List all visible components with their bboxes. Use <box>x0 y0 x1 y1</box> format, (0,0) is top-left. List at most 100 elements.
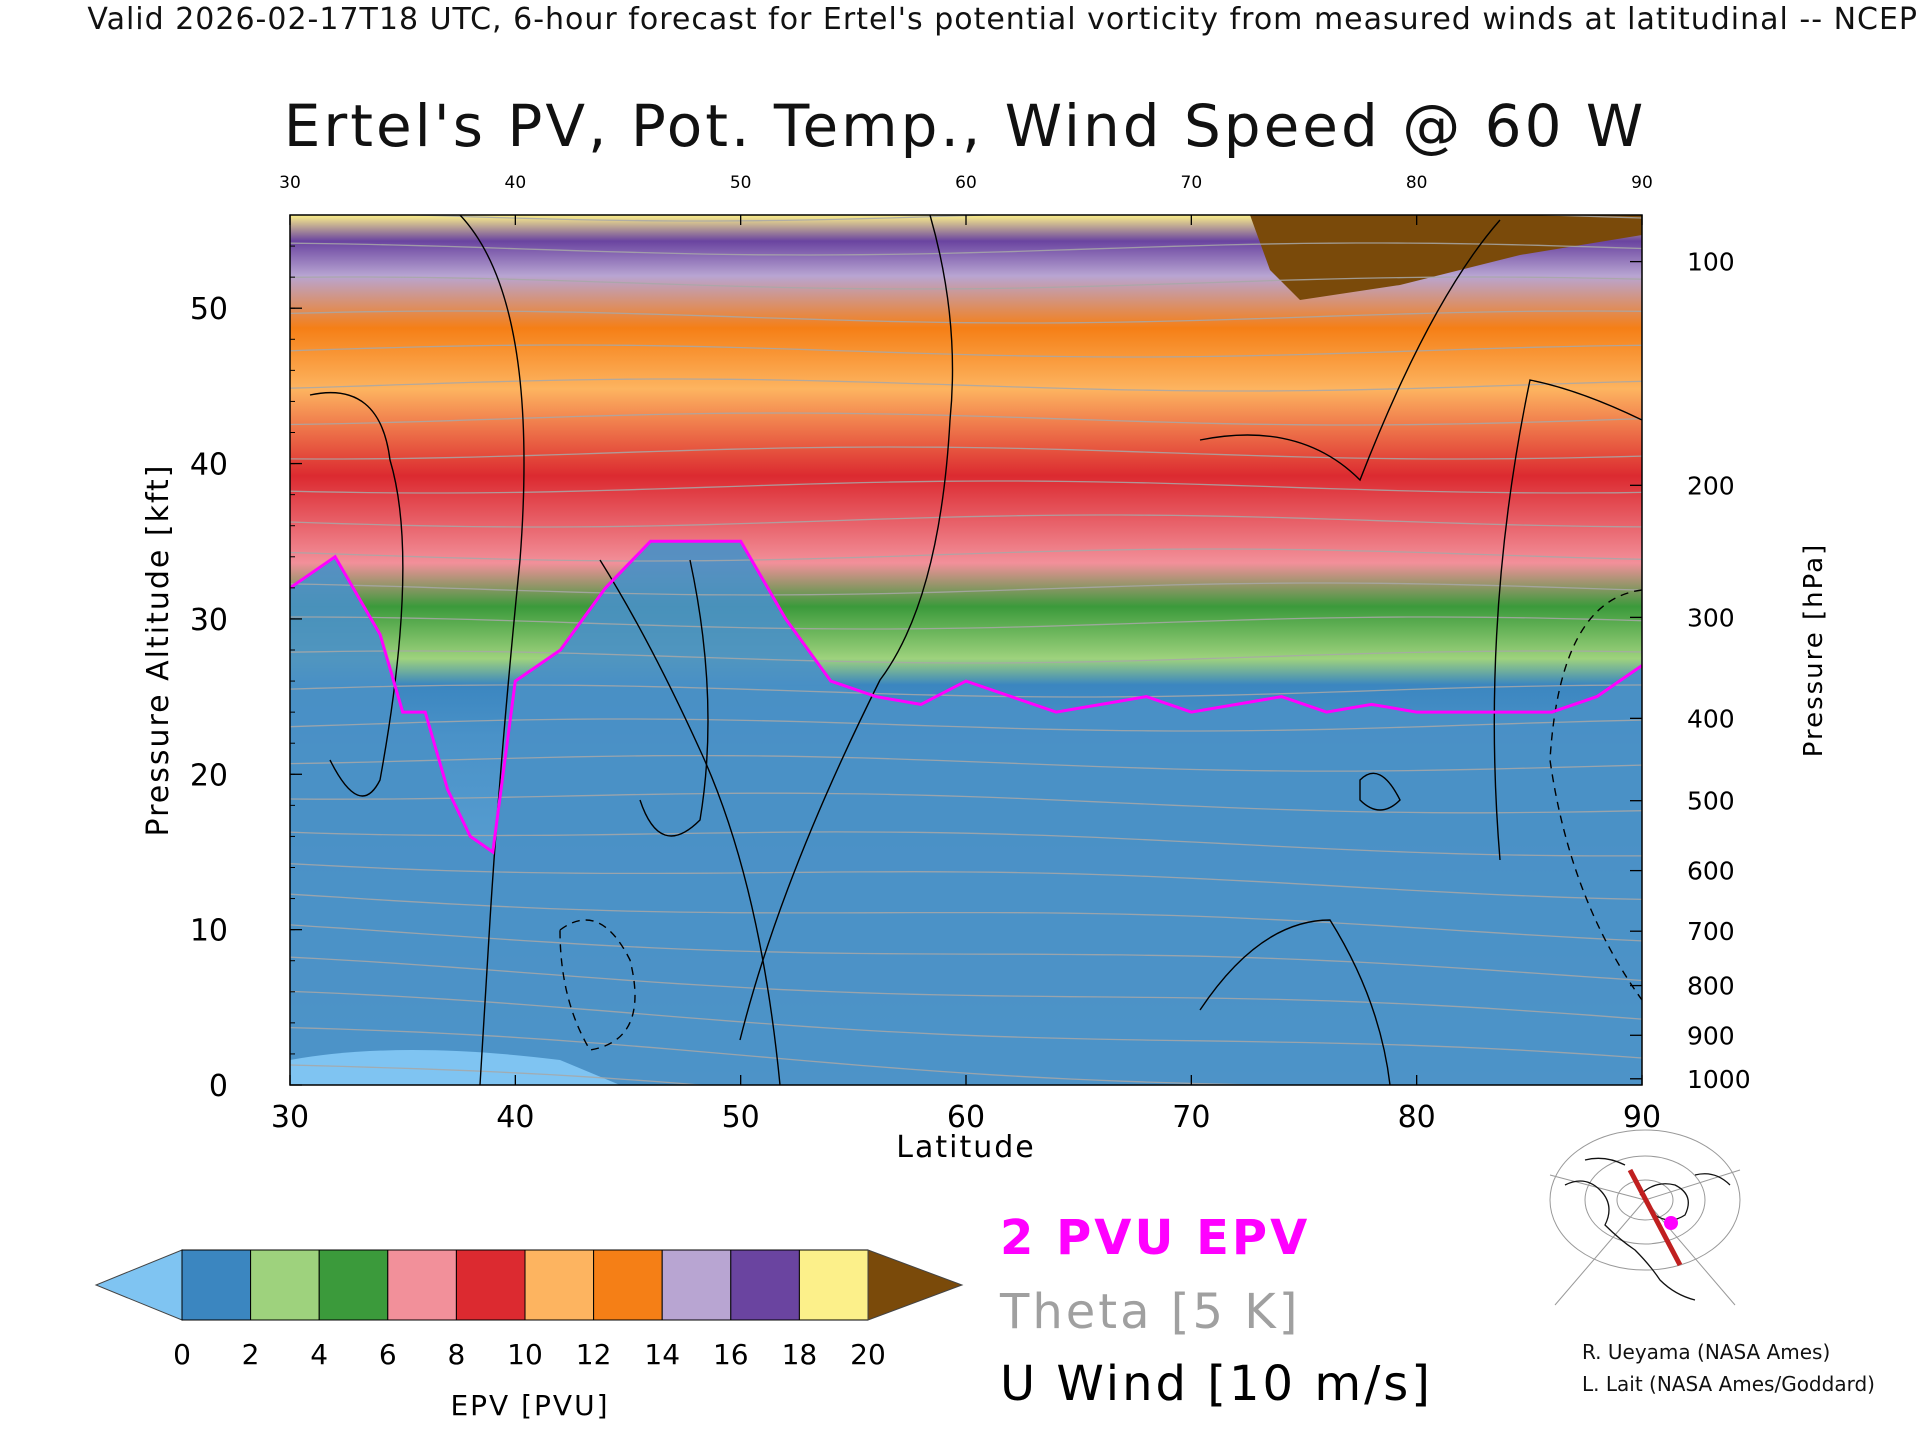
tropopause-2pvu-line <box>290 539 1642 855</box>
colorbar-segment <box>661 1249 732 1321</box>
theta-contour <box>290 1026 1285 1085</box>
x-tick-label-top: 50 <box>730 173 752 193</box>
colorbar-tick-label: 14 <box>644 1338 680 1371</box>
coastline-outline <box>1564 1157 1731 1301</box>
colorbar-tick-label: 12 <box>576 1338 612 1371</box>
theta-contour <box>290 1064 708 1085</box>
x-tick-label-top: 90 <box>1631 173 1653 193</box>
x-tick-label: 80 <box>1398 1100 1436 1135</box>
theta-contour <box>290 792 1642 814</box>
colorbar-tick-label: 2 <box>242 1338 260 1371</box>
theta-contour <box>290 412 1642 426</box>
u-wind-contour <box>739 215 954 1041</box>
colorbar-tick-label: 20 <box>850 1338 886 1371</box>
colorbar-tick-label: 6 <box>379 1338 397 1371</box>
colorbar-tick-label: 0 <box>173 1338 191 1371</box>
theta-contour <box>290 831 1642 857</box>
colorbar: 0 2 4 6 8 10 12 14 16 18 20 <box>94 1249 964 1371</box>
theta-contour <box>290 446 1642 460</box>
x-tick-label: 90 <box>1623 1100 1661 1135</box>
x-tick-label-top: 60 <box>955 173 977 193</box>
x-tick-label: 30 <box>271 1100 309 1135</box>
u-wind-contour <box>1199 219 1501 482</box>
pressure-tick-label: 400 <box>1687 704 1735 733</box>
x-tick-label-top: 70 <box>1181 173 1203 193</box>
colorbar-segment <box>798 1249 869 1321</box>
x-tick-label: 50 <box>722 1100 760 1135</box>
y-axis-right-pressure: 100 200 300 400 500 600 700 800 900 1000 <box>1630 248 1751 1094</box>
theta-contour <box>290 893 1642 942</box>
pressure-tick-label: 900 <box>1687 1021 1735 1050</box>
theta-contour <box>290 956 1642 1020</box>
pressure-tick-label: 500 <box>1687 787 1735 816</box>
colorbar-segment <box>318 1249 389 1321</box>
theta-contour <box>290 582 1642 596</box>
u-wind-contour <box>1359 772 1401 811</box>
theta-contour <box>290 718 1642 732</box>
theta-contour <box>290 754 1642 772</box>
u-wind-contour <box>1493 379 1642 861</box>
legend-uwind: U Wind [10 m/s] <box>1000 1356 1434 1412</box>
theta-contour <box>290 616 1642 630</box>
y-axis-label: Pressure Altitude [kft] <box>141 464 176 837</box>
x-axis-bottom: 30 40 50 60 70 80 90 <box>271 1075 1661 1135</box>
x-tick-label: 40 <box>496 1100 534 1135</box>
locator-map <box>1545 1129 1741 1306</box>
chart-title: Ertel's PV, Pot. Temp., Wind Speed @ 60 … <box>283 92 1647 160</box>
colorbar-segment <box>387 1249 457 1321</box>
credit-line: R. Ueyama (NASA Ames) <box>1582 1340 1831 1364</box>
y-axis-left: 0 10 20 30 40 50 <box>190 214 302 1104</box>
theta-contour <box>290 514 1642 528</box>
pressure-tick-label: 700 <box>1687 917 1735 946</box>
location-marker <box>1664 1216 1678 1230</box>
colorbar-segment <box>730 1249 800 1321</box>
x-tick-label: 70 <box>1172 1100 1210 1135</box>
pressure-tick-label: 100 <box>1687 248 1735 277</box>
x-tick-label-top: 40 <box>505 173 527 193</box>
theta-contour <box>290 863 1642 901</box>
u-wind-contour <box>309 391 404 797</box>
y-tick-label: 20 <box>190 758 228 793</box>
colorbar-tick-label: 8 <box>447 1338 465 1371</box>
map-graticule <box>1554 1199 1646 1306</box>
theta-contour <box>290 310 1642 324</box>
map-graticule <box>1549 1129 1741 1271</box>
u-wind-contours <box>309 215 1642 1085</box>
u-wind-contour <box>1199 919 1391 1085</box>
colorbar-segment <box>524 1249 595 1321</box>
theta-contour <box>290 242 1642 256</box>
x-tick-label-top: 80 <box>1406 173 1428 193</box>
troposphere-fill <box>290 541 1642 1085</box>
x-tick-label: 60 <box>947 1100 985 1135</box>
theta-contour <box>290 924 1642 982</box>
header-text: Valid 2026-02-17T18 UTC, 6-hour forecast… <box>87 2 1918 37</box>
colorbar-over-arrow <box>867 1249 964 1321</box>
colorbar-segment <box>593 1249 663 1321</box>
y2-axis-label: Pressure [hPa] <box>1799 543 1829 758</box>
field-layer <box>290 215 1642 1085</box>
u-wind-contour <box>1549 589 1642 1001</box>
theta-contour <box>290 378 1642 392</box>
pressure-tick-label: 600 <box>1687 857 1735 886</box>
map-graticule <box>1584 1155 1706 1245</box>
u-wind-contour <box>639 559 709 837</box>
near-surface-light-blue <box>290 1050 620 1085</box>
colorbar-label: EPV [PVU] <box>450 1389 609 1422</box>
pressure-tick-label: 300 <box>1687 603 1735 632</box>
theta-contour <box>290 990 1642 1059</box>
colorbar-tick-label: 18 <box>782 1338 818 1371</box>
pressure-tick-label: 1000 <box>1687 1065 1751 1094</box>
colorbar-tick-label: 16 <box>713 1338 749 1371</box>
y-tick-label: 10 <box>190 914 228 949</box>
map-graticule <box>1616 1179 1674 1221</box>
colorbar-segment <box>181 1249 252 1321</box>
theta-contour <box>290 650 1642 664</box>
x-axis-top: 30 40 50 60 70 80 90 <box>279 173 1653 225</box>
credit-line: L. Lait (NASA Ames/Goddard) <box>1582 1372 1875 1396</box>
cross-section-track <box>1627 1168 1683 1267</box>
y-tick-label: 0 <box>209 1069 228 1104</box>
map-graticule <box>1644 1169 1741 1201</box>
colorbar-tick-label: 4 <box>310 1338 328 1371</box>
pressure-tick-label: 800 <box>1687 972 1735 1001</box>
